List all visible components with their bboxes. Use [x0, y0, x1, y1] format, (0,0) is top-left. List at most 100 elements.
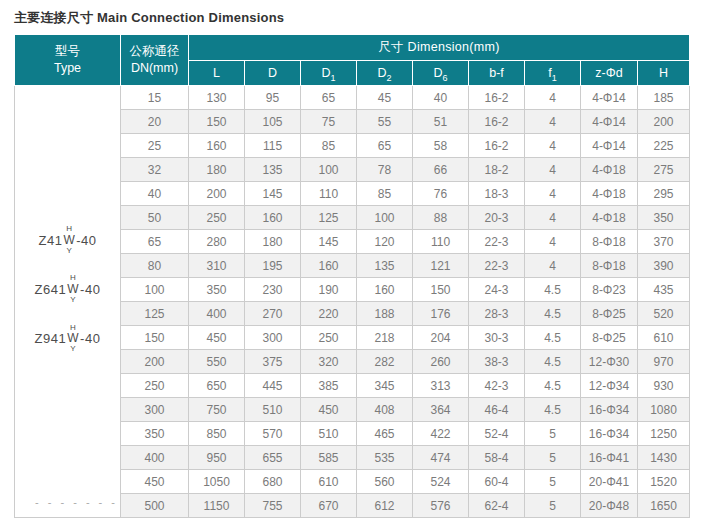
dim-cell: 4 — [525, 254, 581, 278]
dim-cell: 145 — [301, 230, 357, 254]
dim-cell: 970 — [638, 350, 690, 374]
dim-cell: 46-4 — [469, 398, 525, 422]
dim-cell: 100 — [301, 158, 357, 182]
dim-cell: 62-4 — [469, 494, 525, 518]
type-header-cn: 型号 — [15, 43, 120, 60]
dim-cell: 4 — [525, 206, 581, 230]
dim-cell: 130 — [189, 86, 245, 110]
dim-cell: 350 — [638, 206, 690, 230]
dim-cell: 4-Φ18 — [581, 206, 638, 230]
dim-cell: 5 — [525, 494, 581, 518]
dim-cell: 435 — [638, 278, 690, 302]
dn-cell: 200 — [121, 350, 189, 374]
dim-cell: 520 — [638, 302, 690, 326]
dim-cell: 220 — [301, 302, 357, 326]
model-label: Z41HWY-40 — [38, 225, 96, 255]
dim-cell: 218 — [357, 326, 413, 350]
dim-cell: 16-2 — [469, 134, 525, 158]
dim-cell: 20-Φ48 — [581, 494, 638, 518]
dim-cell: 4 — [525, 158, 581, 182]
dim-cell: 125 — [301, 206, 357, 230]
dim-cell: 18-3 — [469, 182, 525, 206]
dim-cell: 4 — [525, 110, 581, 134]
dn-cell: 32 — [121, 158, 189, 182]
dn-header-en: DN(mm) — [121, 60, 188, 77]
dim-cell: 60-4 — [469, 470, 525, 494]
column-header-z-φd: z-Φd — [581, 61, 638, 86]
dim-cell: 385 — [301, 374, 357, 398]
dim-cell: 38-3 — [469, 350, 525, 374]
dim-cell: 12-Φ30 — [581, 350, 638, 374]
dim-cell: 22-3 — [469, 254, 525, 278]
dim-cell: 408 — [357, 398, 413, 422]
dim-cell: 20-3 — [469, 206, 525, 230]
dim-cell: 610 — [638, 326, 690, 350]
header-row-1: 型号 Type 公称通径 DN(mm) 尺寸 Dimension(mm) — [15, 35, 690, 61]
dim-cell: 8-Φ25 — [581, 302, 638, 326]
dim-cell: 4-Φ18 — [581, 182, 638, 206]
table-body: Z41HWY-40Z641HWY-40Z941HWY-40- - - - - -… — [15, 86, 690, 518]
dim-cell: 585 — [301, 446, 357, 470]
dn-cell: 80 — [121, 254, 189, 278]
dim-cell: 65 — [357, 134, 413, 158]
dim-cell: 750 — [189, 398, 245, 422]
dim-cell: 1430 — [638, 446, 690, 470]
dim-cell: 4 — [525, 134, 581, 158]
dn-cell: 125 — [121, 302, 189, 326]
dim-cell: 320 — [301, 350, 357, 374]
dim-cell: 576 — [413, 494, 469, 518]
dimensions-table: 型号 Type 公称通径 DN(mm) 尺寸 Dimension(mm) LDD… — [14, 34, 690, 518]
dim-cell: 66 — [413, 158, 469, 182]
dn-cell: 450 — [121, 470, 189, 494]
column-header-f1: f1 — [525, 61, 581, 86]
dim-cell: 76 — [413, 182, 469, 206]
dim-cell: 350 — [189, 278, 245, 302]
dim-cell: 78 — [357, 158, 413, 182]
dn-cell: 500 — [121, 494, 189, 518]
dim-cell: 4.5 — [525, 398, 581, 422]
dim-cell: 30-3 — [469, 326, 525, 350]
dash-decoration: - - - - - - - — [35, 496, 118, 508]
dim-cell: 1650 — [638, 494, 690, 518]
dim-cell: 160 — [357, 278, 413, 302]
dim-cell: 450 — [301, 398, 357, 422]
table-header: 型号 Type 公称通径 DN(mm) 尺寸 Dimension(mm) LDD… — [15, 35, 690, 86]
dim-cell: 1050 — [189, 470, 245, 494]
dim-cell: 16-2 — [469, 110, 525, 134]
column-header-d1: D1 — [301, 61, 357, 86]
dn-cell: 400 — [121, 446, 189, 470]
dim-cell: 610 — [301, 470, 357, 494]
dim-cell: 390 — [638, 254, 690, 278]
dim-cell: 4 — [525, 86, 581, 110]
type-cell: Z41HWY-40Z641HWY-40Z941HWY-40- - - - - -… — [15, 86, 121, 518]
dim-cell: 225 — [638, 134, 690, 158]
type-column-header: 型号 Type — [15, 35, 121, 86]
dim-cell: 160 — [189, 134, 245, 158]
dim-cell: 5 — [525, 422, 581, 446]
dim-cell: 185 — [638, 86, 690, 110]
dim-cell: 200 — [638, 110, 690, 134]
dim-cell: 22-3 — [469, 230, 525, 254]
dim-cell: 42-3 — [469, 374, 525, 398]
dim-cell: 8-Φ25 — [581, 326, 638, 350]
dn-cell: 350 — [121, 422, 189, 446]
dim-cell: 510 — [245, 398, 301, 422]
dim-cell: 8-Φ18 — [581, 230, 638, 254]
dim-cell: 190 — [301, 278, 357, 302]
dim-cell: 260 — [413, 350, 469, 374]
dim-cell: 18-2 — [469, 158, 525, 182]
dn-cell: 50 — [121, 206, 189, 230]
dim-cell: 510 — [301, 422, 357, 446]
dim-cell: 560 — [357, 470, 413, 494]
dim-cell: 4-Φ14 — [581, 110, 638, 134]
dim-cell: 375 — [245, 350, 301, 374]
dn-cell: 300 — [121, 398, 189, 422]
dim-cell: 450 — [189, 326, 245, 350]
dn-header-cn: 公称通径 — [121, 43, 188, 60]
dn-cell: 150 — [121, 326, 189, 350]
model-label: Z641HWY-40 — [35, 274, 101, 304]
dn-cell: 250 — [121, 374, 189, 398]
dim-cell: 145 — [245, 182, 301, 206]
dim-cell: 300 — [245, 326, 301, 350]
dim-cell: 8-Φ18 — [581, 254, 638, 278]
